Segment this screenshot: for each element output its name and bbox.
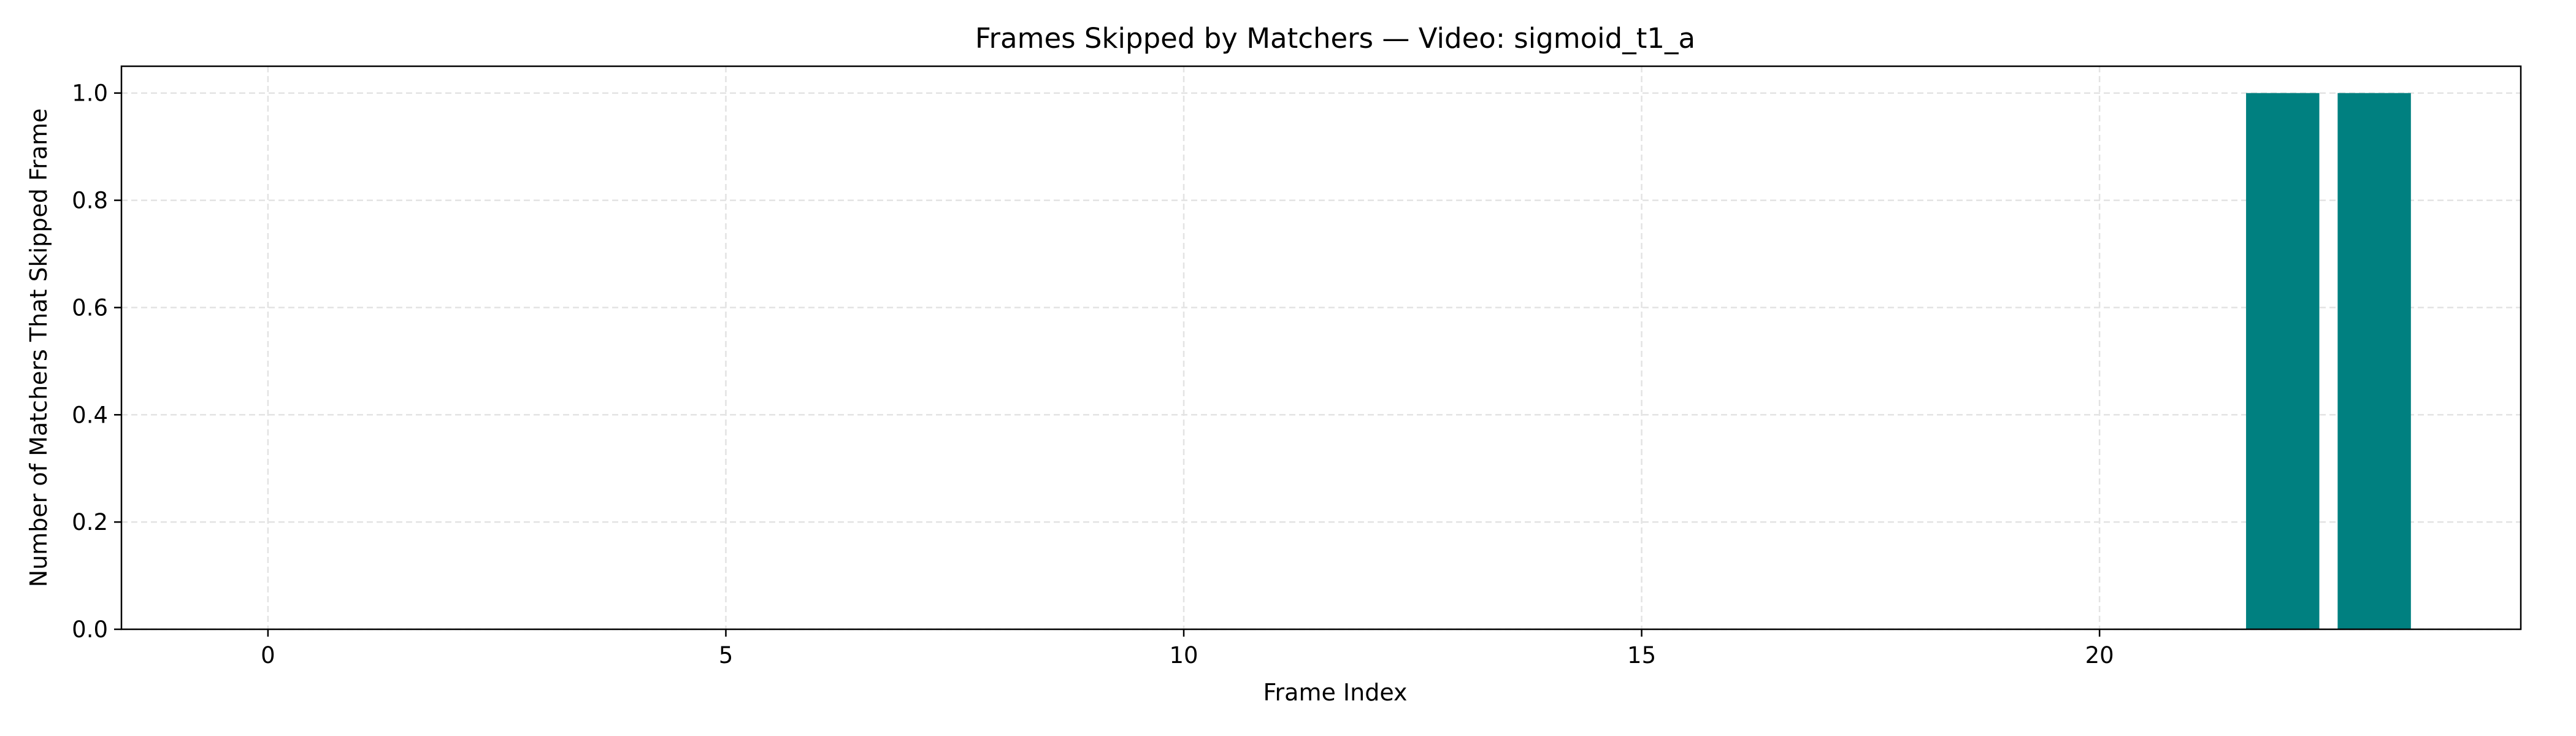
x-axis-label: Frame Index [1263,679,1407,706]
x-tick-label: 20 [2085,642,2114,669]
bars [2246,93,2411,629]
grid [121,66,2521,631]
y-tick-label: 0.8 [72,188,108,214]
y-axis-label: Number of Matchers That Skipped Frame [25,109,52,588]
y-tick-label: 1.0 [72,80,108,107]
x-tick-label: 15 [1627,642,1656,669]
x-tick-label: 10 [1169,642,1198,669]
chart-title: Frames Skipped by Matchers — Video: sigm… [975,22,1695,55]
bar [2246,93,2320,629]
y-tick-label: 0.6 [72,294,108,321]
plot-frame [120,65,2522,631]
x-tick-label: 5 [719,642,734,669]
x-tick-label: 0 [261,642,275,669]
y-tick-label: 0.4 [72,402,108,428]
y-tick-label: 0.0 [72,616,108,643]
y-tick-label: 0.2 [72,509,108,535]
bar [2337,93,2411,629]
x-ticks: 0 5 10 15 20 [261,629,2114,669]
y-ticks: 0.0 0.2 0.4 0.6 0.8 1.0 [72,80,121,643]
